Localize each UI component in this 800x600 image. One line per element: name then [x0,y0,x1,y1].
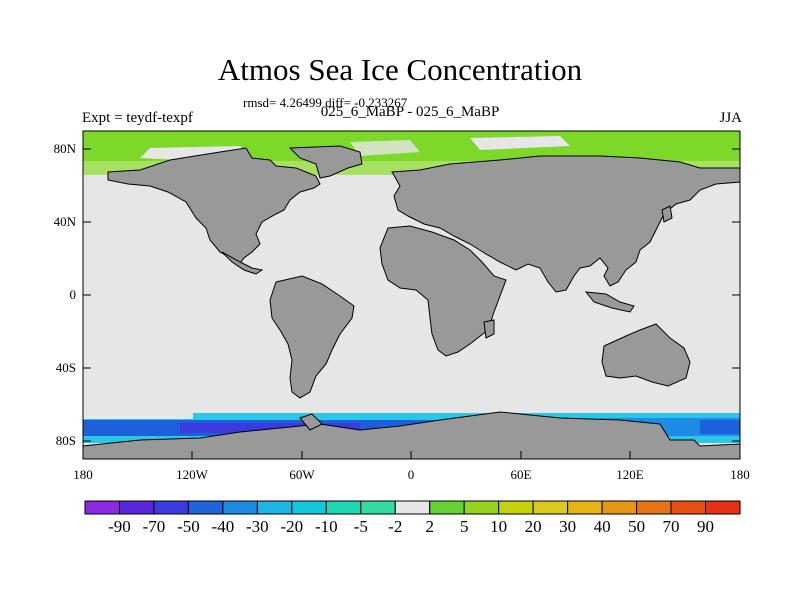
colorbar-swatch [325,500,362,515]
colorbar-swatch [705,500,741,515]
colorbar-label: 70 [662,517,680,536]
central-america [221,251,264,275]
colorbar-swatch [463,500,500,515]
japan [661,205,673,223]
colorbar [84,500,741,515]
colorbar-swatch [153,500,189,515]
colorbar-label: -20 [280,517,304,536]
eurasia [391,155,741,293]
colorbar-label: -5 [353,517,368,536]
colorbar-swatch [429,500,465,515]
colorbar-swatch [567,500,603,515]
lat-label-80n: 80N [53,141,76,156]
colorbar-label: -70 [142,517,166,536]
africa [379,225,507,357]
lat-label-40s: 40S [55,360,76,375]
map-subtitle: 025_6_MaBP - 025_6_MaBP [320,104,500,120]
madagascar [483,319,495,339]
colorbar-swatch [360,500,396,515]
colorbar-label: 50 [628,517,646,536]
colorbar-label: 30 [559,517,577,536]
lon-label-180e: 180 [730,467,750,482]
colorbar-swatch [498,500,534,515]
stats-text: rmsd= 4.26499 diff= -0.233267 [243,95,408,110]
lon-label-60w: 60W [289,467,315,482]
experiment-label: Expt = teydf-texpf [82,110,193,126]
colorbar-swatch [256,500,293,515]
australia [601,323,691,387]
colorbar-swatch [222,500,258,515]
axis-ticks [83,148,740,459]
colorbar-label: -40 [211,517,235,536]
colorbar-label: 5 [459,517,469,536]
colorbar-label: 2 [425,517,434,536]
colorbar-label: 40 [593,517,611,536]
lon-label-180w: 180 [73,467,93,482]
colorbar-swatch [118,500,155,515]
colorbar-label: 20 [524,517,542,536]
colorbar-swatch [291,500,327,515]
colorbar-swatch [532,500,569,515]
antarctic-peninsula [299,413,323,431]
colorbar-label: -90 [108,517,131,536]
lat-label-80s: 80S [55,433,76,448]
greenland [288,145,363,179]
indonesia [584,291,635,313]
lat-label-40n: 40N [53,214,76,229]
colorbar-swatch [394,500,431,515]
lon-label-60e: 60E [510,467,532,482]
colorbar-label: 10 [490,517,508,536]
colorbar-label: -10 [314,517,338,536]
lon-label-0: 0 [407,467,415,482]
map-title: Atmos Sea Ice Concentration [217,52,583,87]
colorbar-label: -50 [177,517,200,536]
colorbar-label: 90 [697,517,715,536]
land-masses [82,145,741,460]
colorbar-swatch [601,500,638,515]
colorbar-label: -30 [246,517,269,536]
north-america [107,147,321,267]
lat-label-0: 0 [69,287,77,302]
colorbar-label: -2 [388,517,403,536]
lon-label-120e: 120E [616,467,644,482]
colorbar-swatch [84,500,120,515]
colorbar-swatch [670,500,707,515]
lon-label-120w: 120W [176,467,208,482]
south-america [269,275,355,399]
season-label: JJA [719,110,742,126]
colorbar-swatch [636,500,672,515]
colorbar-swatch [187,500,224,515]
